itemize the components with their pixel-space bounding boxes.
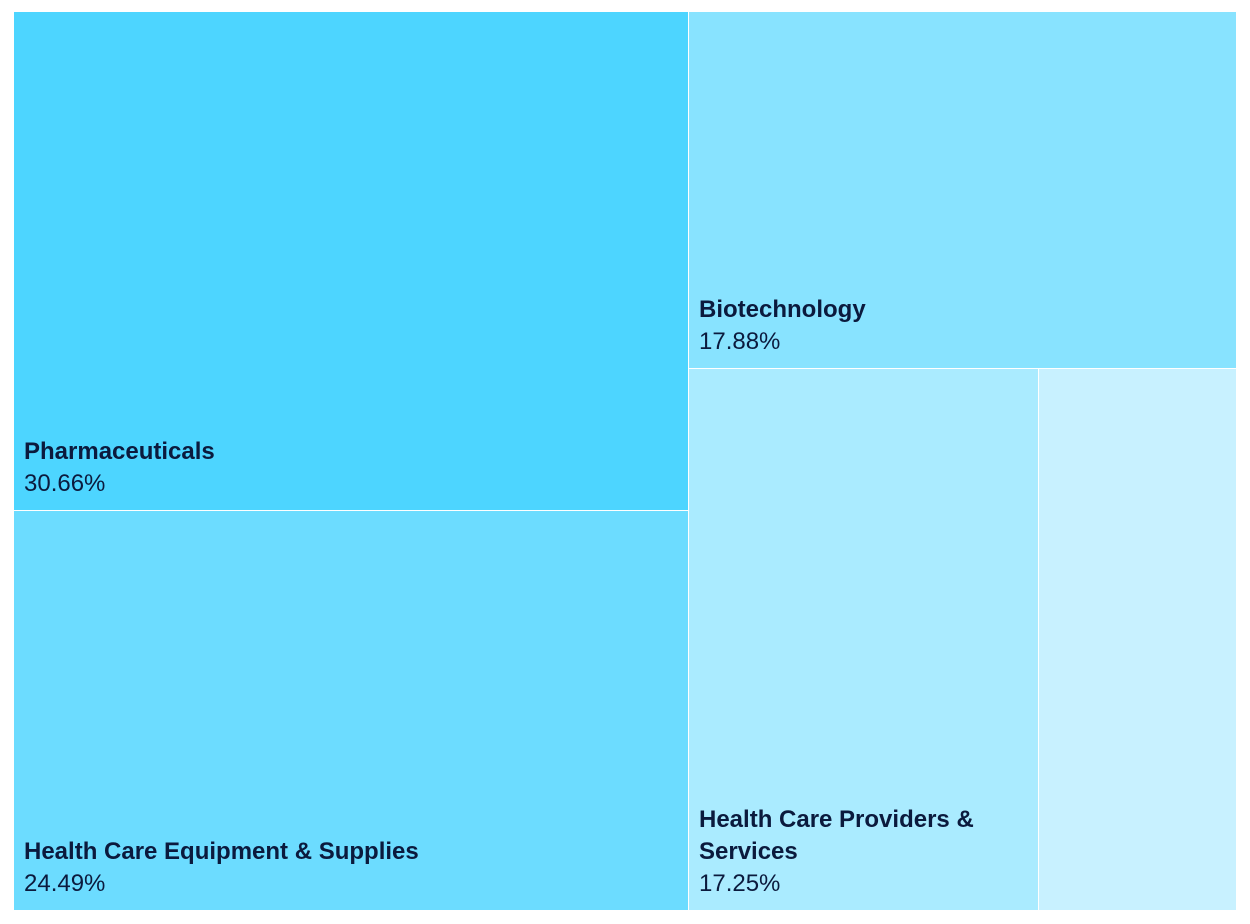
- tile-label: Health Care Equipment & Supplies 24.49%: [24, 836, 678, 900]
- tile-label: Health Care Providers & Services 17.25%: [699, 804, 998, 900]
- tile-name: Health Care Equipment & Supplies: [24, 838, 419, 865]
- tile-health-care-equipment-supplies: Health Care Equipment & Supplies 24.49%: [13, 510, 689, 911]
- tile-name: Health Care Providers & Services: [699, 806, 974, 865]
- tile-health-care-providers-services: Health Care Providers & Services 17.25%: [688, 368, 1039, 911]
- tile-pharmaceuticals: Pharmaceuticals 30.66%: [13, 11, 689, 511]
- tile-percentage: 17.88%: [699, 328, 781, 355]
- treemap-chart: Pharmaceuticals 30.66% Health Care Equip…: [13, 11, 1237, 911]
- tile-other-unlabeled: [1038, 368, 1237, 911]
- tile-label: Pharmaceuticals 30.66%: [24, 436, 678, 500]
- tile-percentage: 30.66%: [24, 470, 106, 497]
- tile-biotechnology: Biotechnology 17.88%: [688, 11, 1237, 369]
- tile-percentage: 24.49%: [24, 870, 106, 897]
- tile-percentage: 17.25%: [699, 870, 781, 897]
- tile-name: Biotechnology: [699, 296, 866, 323]
- tile-label: Biotechnology 17.88%: [699, 294, 1226, 358]
- tile-name: Pharmaceuticals: [24, 438, 215, 465]
